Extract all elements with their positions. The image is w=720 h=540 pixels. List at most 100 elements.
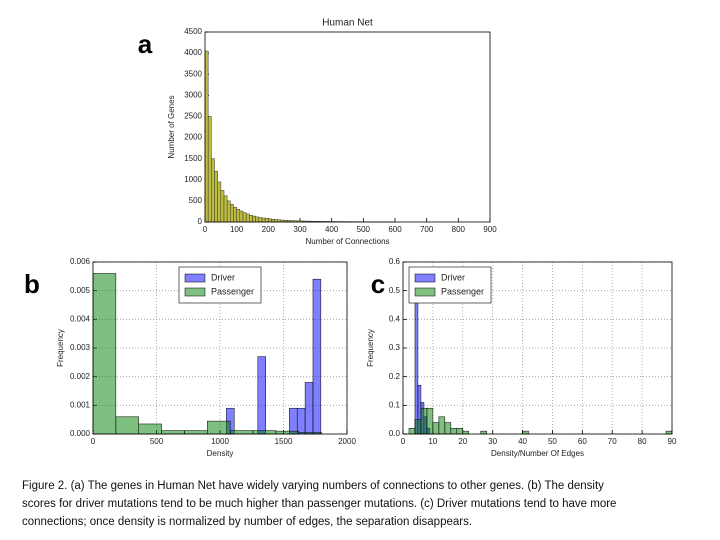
legend-swatch bbox=[184, 273, 206, 283]
histogram-bar bbox=[665, 430, 673, 435]
histogram-bar bbox=[223, 195, 228, 223]
histogram-bar bbox=[249, 214, 253, 223]
x-tick-label: 50 bbox=[548, 437, 557, 446]
y-tick-label: 0.5 bbox=[389, 286, 401, 295]
histogram-bar bbox=[92, 273, 117, 435]
histogram-bar bbox=[242, 212, 247, 223]
histogram-bar bbox=[462, 430, 470, 435]
histogram-bar bbox=[236, 209, 241, 223]
legend-label: Passenger bbox=[211, 286, 254, 296]
histogram-bar bbox=[432, 422, 440, 435]
x-tick-label: 100 bbox=[230, 225, 244, 234]
y-tick-label: 1000 bbox=[184, 175, 202, 184]
x-tick-label: 0 bbox=[91, 437, 96, 446]
x-tick-label: 900 bbox=[483, 225, 497, 234]
chart-title: Human Net bbox=[322, 18, 373, 29]
histogram-bar bbox=[257, 356, 266, 435]
histogram-bar bbox=[184, 430, 208, 435]
histogram-bar bbox=[255, 216, 260, 223]
histogram-bar bbox=[456, 428, 464, 435]
x-tick-label: 60 bbox=[578, 437, 587, 446]
histogram-bar bbox=[207, 116, 212, 223]
y-tick-label: 0.003 bbox=[70, 343, 91, 352]
panel-label: b bbox=[24, 269, 40, 299]
y-tick-label: 3500 bbox=[184, 69, 202, 78]
caption-line: connections; once density is normalized … bbox=[22, 516, 472, 528]
legend-box bbox=[178, 266, 262, 304]
histogram-bar bbox=[207, 420, 231, 435]
y-tick-label: 0.001 bbox=[70, 400, 91, 409]
y-tick-label: 0.000 bbox=[70, 429, 91, 438]
y-tick-label: 0.1 bbox=[389, 400, 401, 409]
y-tick-label: 4500 bbox=[184, 27, 202, 36]
y-tick-label: 0.006 bbox=[70, 257, 91, 266]
histogram-bar bbox=[252, 215, 256, 223]
y-tick-label: 2000 bbox=[184, 133, 202, 142]
plot-frame bbox=[204, 31, 491, 223]
x-tick-label: 200 bbox=[262, 225, 276, 234]
x-tick-label: 0 bbox=[401, 437, 406, 446]
histogram-bar bbox=[226, 200, 231, 223]
histogram-bar bbox=[268, 218, 272, 223]
histogram-bar bbox=[115, 416, 139, 435]
x-tick-label: 70 bbox=[608, 437, 617, 446]
histogram-bar bbox=[220, 190, 225, 223]
caption-line: scores for driver mutations tend to be m… bbox=[22, 498, 616, 510]
caption-line: Figure 2. (a) The genes in Human Net hav… bbox=[22, 480, 604, 492]
x-tick-label: 300 bbox=[293, 225, 307, 234]
x-tick-label: 2000 bbox=[338, 437, 356, 446]
legend-label: Driver bbox=[211, 272, 235, 282]
histogram-bar bbox=[444, 422, 452, 435]
x-tick-label: 40 bbox=[518, 437, 527, 446]
histogram-bar bbox=[414, 419, 422, 435]
plot-frame bbox=[92, 261, 348, 435]
histogram-bar bbox=[239, 210, 244, 223]
y-tick-label: 0.004 bbox=[70, 314, 91, 323]
legend-swatch bbox=[414, 287, 436, 297]
x-tick-label: 700 bbox=[420, 225, 434, 234]
x-axis-label: Number of Connections bbox=[305, 237, 389, 246]
histogram-bar bbox=[211, 158, 215, 223]
histogram-bar bbox=[233, 206, 237, 223]
x-tick-label: 800 bbox=[452, 225, 466, 234]
plot-frame bbox=[402, 261, 673, 435]
histogram-bar bbox=[408, 428, 416, 435]
histogram-bar bbox=[161, 430, 185, 435]
histogram-bar bbox=[312, 278, 322, 435]
histogram-bar bbox=[217, 181, 222, 223]
panel-label: a bbox=[138, 29, 153, 59]
y-axis-label: Frequency bbox=[56, 329, 65, 367]
x-axis-label: Density/Number Of Edges bbox=[491, 449, 584, 458]
y-tick-label: 4000 bbox=[184, 48, 202, 57]
x-tick-label: 30 bbox=[488, 437, 497, 446]
y-tick-label: 0.6 bbox=[389, 257, 401, 266]
histogram-bar bbox=[229, 430, 254, 435]
x-tick-label: 1000 bbox=[211, 437, 229, 446]
x-tick-label: 600 bbox=[388, 225, 402, 234]
y-tick-label: 3000 bbox=[184, 90, 202, 99]
histogram-bar bbox=[245, 213, 250, 223]
legend-swatch bbox=[414, 273, 436, 283]
y-tick-label: 500 bbox=[189, 196, 203, 205]
legend-label: Passenger bbox=[441, 286, 484, 296]
y-axis-label: Frequency bbox=[366, 329, 375, 367]
y-tick-label: 0.4 bbox=[389, 314, 401, 323]
histogram-bar bbox=[252, 430, 277, 435]
x-tick-label: 10 bbox=[428, 437, 437, 446]
histogram-bar bbox=[296, 407, 306, 435]
histogram-bar bbox=[275, 430, 299, 435]
histogram-bar bbox=[204, 50, 209, 223]
x-tick-label: 90 bbox=[668, 437, 677, 446]
x-tick-label: 80 bbox=[638, 437, 647, 446]
histogram-bar bbox=[414, 284, 419, 435]
histogram-bar bbox=[420, 407, 428, 435]
histogram-bar bbox=[450, 428, 458, 435]
histogram-bar bbox=[271, 219, 275, 223]
y-tick-label: 0.005 bbox=[70, 286, 91, 295]
histogram-bar bbox=[522, 430, 529, 435]
y-tick-label: 2500 bbox=[184, 112, 202, 121]
y-tick-label: 0.3 bbox=[389, 343, 401, 352]
x-tick-label: 500 bbox=[357, 225, 371, 234]
